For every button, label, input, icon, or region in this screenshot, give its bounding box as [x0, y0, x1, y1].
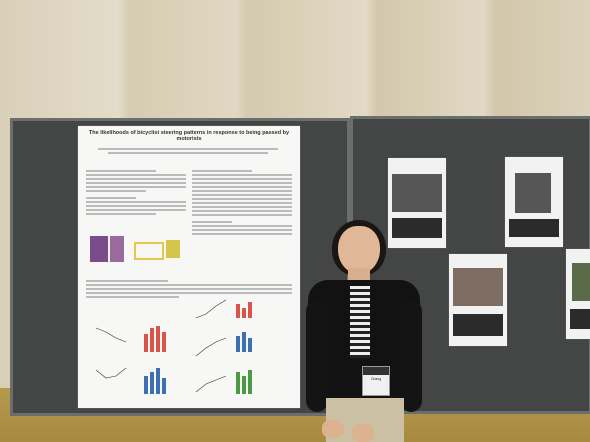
person-right-hand [352, 424, 374, 442]
display-card-2 [505, 157, 563, 247]
poster-title: The likelihoods of bicyclist steering pa… [88, 130, 290, 142]
poster-results-text [192, 168, 292, 237]
person-right-arm [400, 300, 422, 412]
person-left-arm [306, 300, 328, 412]
bar-group-green [236, 370, 252, 394]
display-card-3 [449, 254, 507, 346]
wall-panels [0, 0, 590, 120]
poster-abstract-text [86, 168, 186, 217]
name-badge-name: Chang [370, 377, 382, 381]
name-badge: Chang [362, 366, 390, 396]
display-card-1 [388, 158, 446, 248]
poster-charts [95, 299, 252, 394]
bar-group-red [144, 302, 252, 352]
person-face [338, 226, 380, 274]
person-striped-shirt [350, 286, 370, 358]
display-card-4 [566, 249, 590, 339]
bar-group-blue [144, 332, 252, 394]
research-poster: The likelihoods of bicyclist steering pa… [78, 126, 300, 408]
poster-method-figure [90, 234, 186, 264]
person-left-hand [322, 420, 344, 438]
